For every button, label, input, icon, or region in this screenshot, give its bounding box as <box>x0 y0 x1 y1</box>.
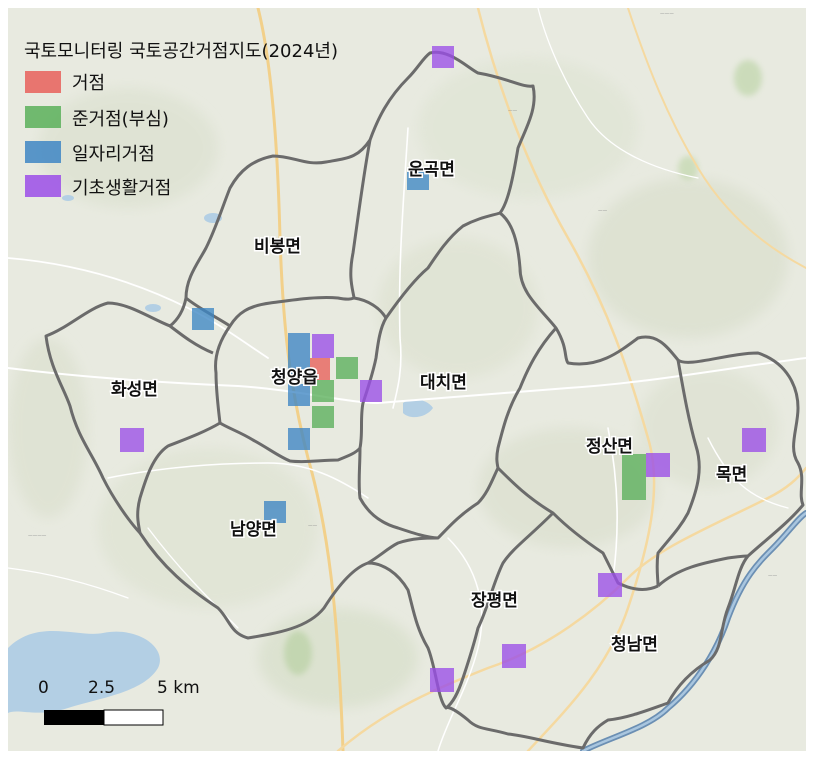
boundary-hwaseong-bibong <box>169 324 214 355</box>
boundary-jangpyeong-cheongnam <box>445 511 555 710</box>
hub-cell-basic-living <box>742 428 766 452</box>
hub-cell-basic-living <box>646 453 670 477</box>
legend-label-basic-living: 기초생활거점 <box>72 178 171 199</box>
boundary-jeongsan-south <box>496 466 659 591</box>
boundary-bibong-cheongyang <box>185 295 355 328</box>
boundary-jeongsan-mok <box>655 359 701 587</box>
hub-cell-subcenter <box>312 406 334 428</box>
scale-tick-2-5: 2.5 <box>88 678 115 698</box>
svg-text:ㅡㅡ: ㅡㅡ <box>308 524 318 530</box>
hub-cell-jobs <box>264 501 286 523</box>
boundary-daechi-jeongsan <box>495 326 558 469</box>
hub-cell-jobs <box>192 308 214 330</box>
district-label-bibong: 비봉면 <box>254 237 301 257</box>
district-label-cheongnam: 청남면 <box>611 634 658 655</box>
district-label-jeongsan: 정산면 <box>586 437 633 457</box>
boundary-hwaseong-namyang <box>136 421 221 534</box>
hub-cell-basic-living <box>312 334 334 358</box>
hub-cell-subcenter <box>312 380 334 402</box>
hub-cell-basic-living <box>430 668 454 692</box>
hub-cell-jobs <box>288 355 310 377</box>
hub-cell-jobs <box>288 428 310 450</box>
map-canvas[interactable]: ㅡㅡㅡ ㅡㅡ ㅡㅡㅡㅡ ㅡㅡ ㅡㅡ ㅡㅡ <box>8 8 806 751</box>
boundary-jangpyeong-north <box>367 536 439 565</box>
hub-cells <box>120 46 766 692</box>
hub-cell-jobs <box>407 168 429 190</box>
district-label-mok: 목면 <box>716 465 747 485</box>
district-label-hwaseong: 화성면 <box>111 380 158 400</box>
hub-cell-core <box>310 358 330 380</box>
hub-cell-basic-living <box>598 573 622 597</box>
legend-swatch-subcenter <box>25 106 61 128</box>
legend: 국토모니터링 국토공간거점지도(2024년) 거점 준거점(부심) 일자리거점 … <box>24 41 338 199</box>
scale-tick-5: 5 km <box>157 678 200 698</box>
district-label-daechi: 대치면 <box>420 373 467 393</box>
svg-text:ㅡㅡㅡㅡ: ㅡㅡㅡㅡ <box>28 534 47 540</box>
boundary-unmok-daechi <box>353 211 501 320</box>
district-label-jangpyeong: 장평면 <box>471 591 518 611</box>
boundary-cheongnam-east <box>656 554 749 588</box>
hub-cell-subcenter <box>622 478 646 500</box>
district-labels: 운곡면 비봉면 화성면 청양읍 대치면 남양면 정산면 목면 장평면 청남면 <box>110 159 749 657</box>
legend-swatch-basic-living <box>25 175 61 197</box>
scale-bar-white-segment <box>103 709 164 726</box>
basemap-minor-labels: ㅡㅡㅡ ㅡㅡ ㅡㅡㅡㅡ ㅡㅡ ㅡㅡ ㅡㅡ <box>28 12 778 580</box>
district-label-namyang: 남양면 <box>230 520 277 540</box>
water-bodies <box>8 195 433 713</box>
hub-cell-basic-living <box>120 428 144 452</box>
svg-text:ㅡㅡ: ㅡㅡ <box>598 209 608 215</box>
legend-label-subcenter: 준거점(부심) <box>72 109 169 130</box>
boundary-namyang-daechi <box>357 447 500 540</box>
hub-cell-subcenter <box>336 357 358 379</box>
hub-cell-basic-living <box>360 380 382 402</box>
boundary-unmok-bibong <box>349 139 372 299</box>
legend-swatch-core <box>25 71 61 93</box>
district-label-cheongyang: 청양읍 <box>271 367 318 388</box>
hub-cell-jobs <box>288 333 310 355</box>
river-highlight <box>581 511 806 751</box>
svg-text:ㅡㅡㅡ: ㅡㅡㅡ <box>660 12 674 18</box>
legend-swatch-jobs <box>25 141 61 163</box>
hub-cell-basic-living <box>502 644 526 668</box>
county-outer-boundary <box>44 50 805 750</box>
hub-cell-basic-living <box>432 46 454 68</box>
district-label-unmok: 운곡면 <box>408 160 455 180</box>
hub-cell-subcenter <box>622 454 646 478</box>
scale-bar-black-segment <box>44 710 104 725</box>
green-areas <box>284 60 762 675</box>
scale-tick-0: 0 <box>38 678 49 698</box>
svg-text:ㅡㅡ: ㅡㅡ <box>768 574 778 580</box>
svg-text:ㅡㅡ: ㅡㅡ <box>508 109 518 115</box>
legend-label-core: 거점 <box>72 73 105 94</box>
legend-title: 국토모니터링 국토공간거점지도(2024년) <box>24 41 338 62</box>
legend-label-jobs: 일자리거점 <box>72 144 155 165</box>
district-boundaries <box>44 50 805 750</box>
scale-bar: 0 2.5 5 km <box>38 678 200 726</box>
hub-cell-jobs <box>288 384 310 406</box>
